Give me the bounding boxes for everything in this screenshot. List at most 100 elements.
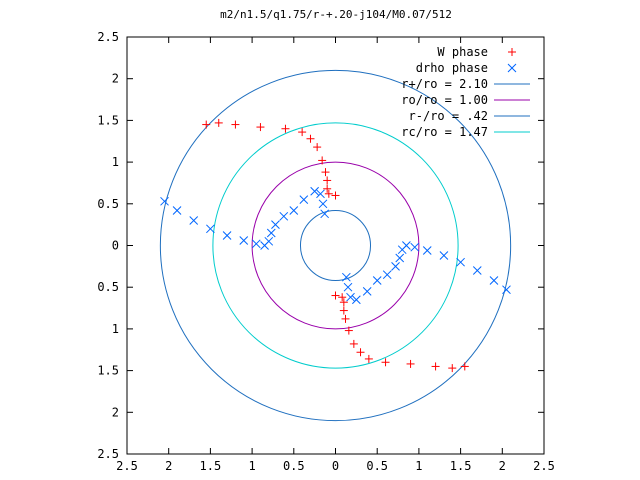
y-tick-label-1: 2	[112, 72, 119, 86]
x-axis-ticks: 2.5 2 1.5 1 0.5 0 0.5 1 1.5 2 2.5	[116, 37, 555, 473]
x-tick-label-9: 2	[499, 459, 506, 473]
series-0-point-14	[460, 362, 469, 371]
series-0-point-6	[306, 134, 315, 143]
series-1-point-22	[439, 251, 449, 260]
y-tick-label-4: 0.5	[97, 197, 119, 211]
series-0-point-10	[323, 176, 332, 185]
series-0-point-19	[364, 354, 373, 363]
y-tick-label-6: 0.5	[97, 280, 119, 294]
series-0-point-23	[341, 314, 350, 323]
series-0-point-25	[339, 298, 348, 307]
series-1-point-31	[362, 287, 372, 296]
series-1-point-5	[239, 236, 249, 245]
series-0-point-16	[431, 362, 440, 371]
series-0-point-22	[344, 326, 353, 335]
series-1-point-3	[206, 224, 215, 234]
series-1-point-24	[410, 242, 420, 252]
legend-sample-series-1	[507, 63, 517, 73]
series-0-point-17	[406, 359, 415, 368]
series-1-point-8	[264, 236, 274, 246]
series-1-point-26	[397, 245, 407, 255]
reference-circles	[159, 69, 512, 422]
x-tick-label-10: 2.5	[533, 459, 555, 473]
x-tick-label-5: 0	[332, 459, 339, 473]
y-tick-label-3: 1	[112, 155, 119, 169]
series-0-point-1	[214, 118, 223, 127]
x-tick-label-8: 1.5	[450, 459, 472, 473]
series-0-point-7	[313, 143, 322, 152]
chart-title: m2/n1.5/q1.75/r-+.20-j104/M0.07/512	[220, 8, 452, 21]
series-1-point-13	[299, 195, 309, 204]
circle-0	[159, 69, 512, 422]
series-1-point-16	[318, 199, 328, 209]
circle-3	[212, 122, 459, 369]
series-1-point-28	[391, 261, 400, 271]
series-1-point-19	[489, 276, 499, 285]
series-1-point-17	[320, 209, 330, 219]
y-tick-label-8: 1.5	[97, 364, 119, 378]
series-1-point-0	[160, 196, 169, 206]
y-tick-label-0: 2.5	[97, 30, 119, 44]
series-1-point-30	[372, 276, 382, 285]
series-0-point-12	[324, 189, 333, 198]
x-tick-label-7: 1	[415, 459, 422, 473]
series-1-point-4	[222, 231, 232, 240]
series-0-point-11	[323, 184, 332, 193]
series-0-point-2	[231, 120, 240, 129]
legend-label-circle-0: r+/ro = 2.10	[401, 77, 488, 91]
x-tick-label-4: 0.5	[283, 459, 305, 473]
series-0-point-9	[321, 168, 330, 177]
y-tick-label-9: 2	[112, 405, 119, 419]
legend-label-circle-3: rc/ro = 1.47	[401, 125, 488, 139]
series-0-point-24	[339, 306, 348, 315]
series-1-point-12	[289, 206, 299, 215]
series-0-point-15	[448, 364, 457, 373]
series-0-point-3	[256, 123, 265, 132]
legend-sample-series-0	[508, 48, 516, 56]
series-0-point-27	[331, 291, 340, 300]
series-0-point-26	[338, 293, 347, 302]
series-1-point-1	[172, 206, 182, 215]
series-0-point-5	[298, 128, 307, 137]
series-1-point-11	[279, 211, 289, 221]
series-1-point-27	[395, 253, 405, 263]
series-1-point-9	[266, 228, 276, 238]
x-tick-label-6: 0.5	[366, 459, 388, 473]
series-1-point-10	[271, 220, 280, 230]
series-0-point-4	[281, 124, 290, 133]
x-tick-label-2: 1.5	[200, 459, 222, 473]
series-1-point-2	[189, 216, 199, 225]
x-tick-label-1: 2	[165, 459, 172, 473]
y-tick-label-7: 1	[112, 322, 119, 336]
y-tick-label-5: 0	[112, 239, 119, 253]
legend: W phase drho phase r+/ro = 2.10 ro/ro = 1.0…	[401, 45, 530, 139]
series-0-point-20	[356, 348, 365, 357]
series-0-point-21	[349, 339, 358, 348]
series-0-point-13	[331, 191, 340, 200]
x-tick-label-3: 1	[248, 459, 255, 473]
series-1-point-6	[251, 239, 261, 249]
series-0-point-18	[381, 358, 390, 367]
series-1-point-33	[346, 292, 355, 302]
x-tick-label-0: 2.5	[116, 459, 138, 473]
y-tick-label-10: 2.5	[97, 447, 119, 461]
series-1-point-29	[382, 270, 392, 280]
series-1-point-23	[422, 246, 432, 255]
series-1-point-14	[310, 186, 320, 196]
series-1-point-15	[316, 189, 325, 199]
legend-label-circle-2: r-/ro = .42	[409, 109, 488, 123]
series-0-point-8	[318, 156, 327, 165]
series-1-point-32	[351, 295, 361, 305]
series-1-point-21	[456, 257, 465, 267]
series-1-point-35	[341, 272, 351, 282]
y-tick-label-2: 1.5	[97, 113, 119, 127]
y-axis-ticks: 2.5 2 1.5 1 0.5 0 0.5 1 1.5 2 2.5	[97, 30, 544, 461]
legend-label-series-0: W phase	[437, 45, 488, 59]
legend-label-series-1: drho phase	[416, 61, 488, 75]
circle-2	[299, 209, 372, 282]
series-1-point-34	[343, 282, 353, 292]
series-1-point-18	[502, 285, 511, 295]
circle-1	[251, 161, 420, 330]
